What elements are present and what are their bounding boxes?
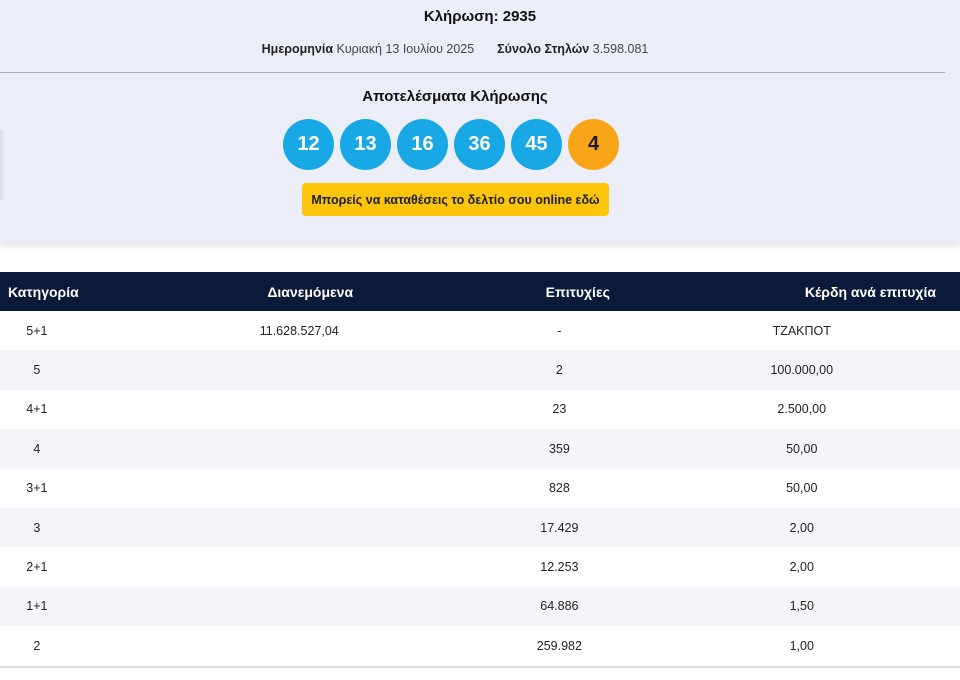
cell-category: 5 — [33, 363, 41, 378]
table-header: Κατηγορία Διανεμόμενα Επιτυχίες Κέρδη αν… — [0, 272, 960, 311]
date-label: Ημερομηνία — [261, 42, 334, 56]
cell-category: 4+1 — [26, 402, 48, 417]
cell-winners: 23 — [552, 402, 567, 417]
cell-prize: 1,50 — [789, 599, 814, 614]
play-online-button[interactable]: Μπορείς να καταθέσεις το δελτίο σου onli… — [302, 183, 609, 216]
table-row: 3+1 828 50,00 — [0, 468, 960, 508]
cell-winners: 828 — [548, 481, 570, 496]
cell-category: 4 — [33, 441, 41, 456]
number-ball: 13 — [340, 119, 391, 170]
cell-winners: 359 — [548, 441, 570, 456]
draw-title: Κλήρωση: 2935 — [423, 8, 537, 25]
number-ball: 36 — [454, 119, 505, 170]
table-row: 5 2 100.000,00 — [0, 350, 960, 390]
cell-category: 1+1 — [26, 599, 48, 614]
header-winners: Επιτυχίες — [545, 283, 610, 300]
table-row: 2 259.982 1,00 — [0, 626, 960, 666]
cell-prize: 50,00 — [786, 441, 818, 456]
cell-winners: 2 — [555, 363, 563, 378]
cell-category: 3 — [33, 520, 41, 535]
cell-prize: ΤΖΑΚΠΟΤ — [772, 323, 831, 338]
table-body: 5+1 11.628.527,04 - ΤΖΑΚΠΟΤ 5 2 100.000,00 4+1 2… — [0, 311, 960, 666]
number-ball: 45 — [511, 119, 562, 170]
cell-distributed: 11.628.527,04 — [259, 323, 339, 338]
number-ball: 12 — [283, 119, 334, 170]
cell-prize: 1,00 — [789, 638, 814, 653]
table-row: 1+1 64.886 1,50 — [0, 586, 960, 627]
cell-prize: 2,00 — [789, 560, 814, 575]
table-row: 2+1 12.253 2,00 — [0, 547, 960, 587]
cell-winners: 12.253 — [540, 560, 579, 575]
results-title: Αποτελέσματα Κλήρωσης — [362, 88, 548, 105]
header-distributed: Διανεμόμενα — [267, 283, 354, 300]
cell-category: 5+1 — [26, 323, 48, 338]
winning-numbers: 12 13 16 36 45 4 — [283, 119, 625, 171]
cell-winners: - — [557, 323, 562, 338]
table-row: 4 359 50,00 — [0, 429, 960, 469]
total-columns-value: 3.598.081 — [592, 42, 649, 56]
number-ball: 16 — [397, 119, 448, 170]
prize-table: Κατηγορία Διανεμόμενα Επιτυχίες Κέρδη αν… — [0, 272, 960, 668]
draw-meta: Ημερομηνία Κυριακή 13 Ιουλίου 2025 Σύνολ… — [0, 42, 910, 56]
cell-prize: 100.000,00 — [770, 363, 834, 378]
cell-prize: 2.500,00 — [777, 402, 827, 417]
table-row: 3 17.429 2,00 — [0, 507, 960, 548]
table-row: 5+1 11.628.527,04 - ΤΖΑΚΠΟΤ — [0, 311, 960, 351]
cell-category: 3+1 — [26, 481, 48, 496]
cell-winners: 259.982 — [536, 638, 582, 653]
cell-prize: 50,00 — [786, 481, 818, 496]
header-category: Κατηγορία — [8, 283, 79, 300]
cell-prize: 2,00 — [789, 520, 814, 535]
divider — [0, 72, 945, 73]
cell-winners: 17.429 — [540, 520, 579, 535]
date-value: Κυριακή 13 Ιουλίου 2025 — [336, 42, 475, 56]
table-row: 4+1 23 2.500,00 — [0, 389, 960, 430]
cell-category: 2+1 — [26, 560, 48, 575]
bonus-ball: 4 — [568, 119, 619, 170]
draw-info-panel: Κλήρωση: 2935 Ημερομηνία Κυριακή 13 Ιουλ… — [0, 0, 960, 242]
cell-winners: 64.886 — [540, 599, 579, 614]
edge-shade — [0, 130, 5, 200]
header-prize: Κέρδη ανά επιτυχία — [804, 283, 936, 300]
cell-category: 2 — [33, 638, 41, 653]
total-columns-label: Σύνολο Στηλών — [497, 42, 590, 56]
